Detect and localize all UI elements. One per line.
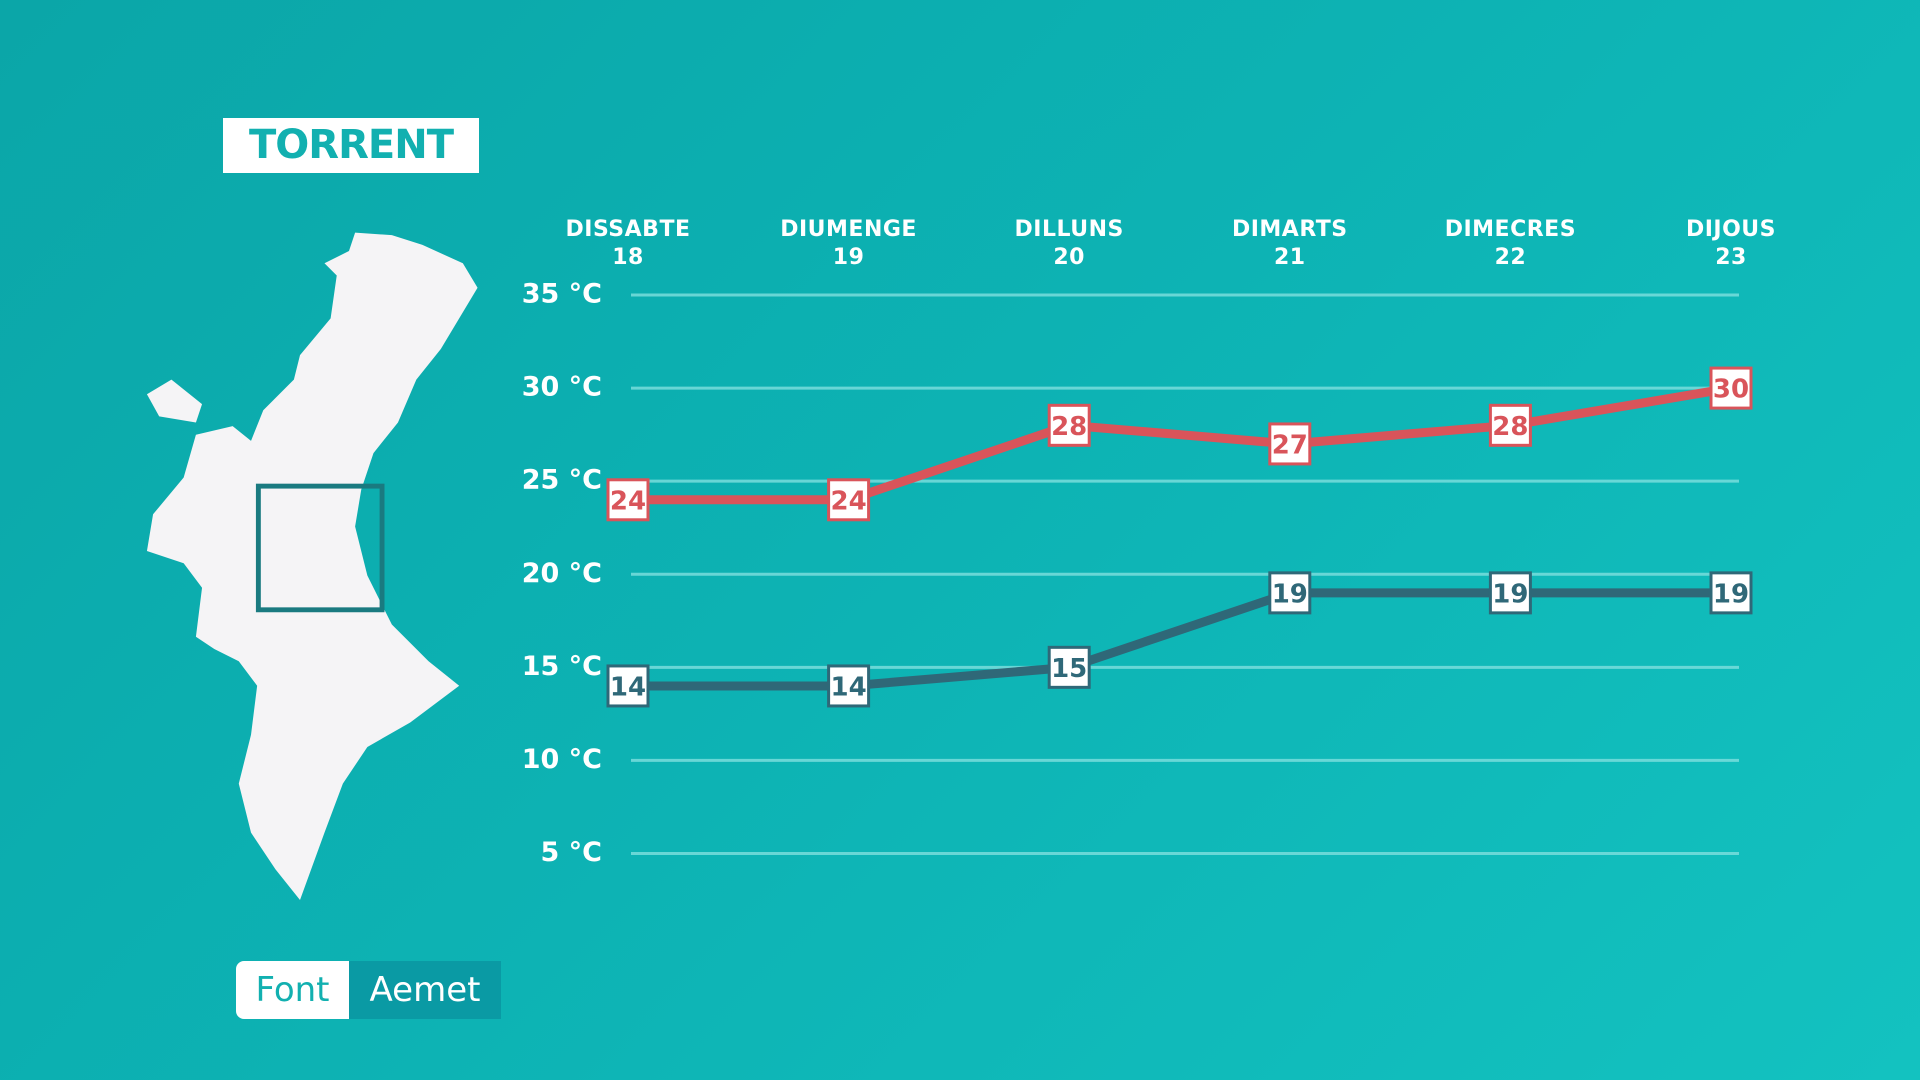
point-marker — [1268, 571, 1312, 615]
point-marker — [1709, 366, 1753, 410]
y-tick-label: 30 °C — [522, 372, 602, 403]
y-tick-label: 25 °C — [522, 465, 602, 496]
island-shape — [146, 379, 203, 423]
point-marker — [827, 664, 871, 708]
source-name: Aemet — [349, 961, 501, 1019]
data-label: 27 — [1272, 430, 1308, 460]
data-label: 28 — [1051, 412, 1087, 442]
source-label: Font — [236, 961, 349, 1019]
point-marker — [1488, 403, 1532, 447]
point-marker — [606, 664, 650, 708]
data-label: 19 — [1492, 579, 1528, 609]
location-box — [255, 483, 385, 613]
data-label: 24 — [610, 486, 646, 516]
data-label: 24 — [831, 486, 867, 516]
data-label: 14 — [610, 672, 646, 702]
y-tick-label: 35 °C — [522, 279, 602, 310]
data-label: 14 — [831, 672, 867, 702]
x-tick-label: DIJOUS 23 — [1685, 217, 1777, 270]
location-title: TORRENT — [223, 118, 479, 173]
x-tick-label: DIMECRES 22 — [1444, 217, 1577, 270]
data-label: 28 — [1492, 412, 1528, 442]
point-marker — [827, 478, 871, 522]
x-tick-label: DIMARTS 21 — [1231, 217, 1348, 270]
series-line — [628, 588, 1731, 691]
y-tick-label: 10 °C — [522, 744, 602, 775]
point-marker — [606, 478, 650, 522]
y-tick-label: 20 °C — [522, 558, 602, 589]
series-line — [628, 383, 1732, 505]
data-label: 19 — [1272, 579, 1308, 609]
y-tick-label: 5 °C — [540, 837, 602, 868]
point-marker — [1488, 571, 1532, 615]
point-marker — [1047, 403, 1091, 447]
data-label: 30 — [1713, 375, 1749, 405]
data-label: 19 — [1713, 579, 1749, 609]
x-tick-label: DIUMENGE 19 — [780, 217, 917, 270]
y-tick-label: 15 °C — [522, 651, 602, 682]
x-tick-label: DISSABTE 18 — [565, 217, 691, 270]
data-label: 15 — [1051, 654, 1087, 684]
point-marker — [1709, 571, 1753, 615]
map — [146, 232, 478, 901]
point-marker — [1268, 422, 1312, 466]
x-tick-label: DILLUNS 20 — [1014, 217, 1124, 270]
point-marker — [1047, 645, 1091, 689]
region-shape — [146, 232, 478, 901]
